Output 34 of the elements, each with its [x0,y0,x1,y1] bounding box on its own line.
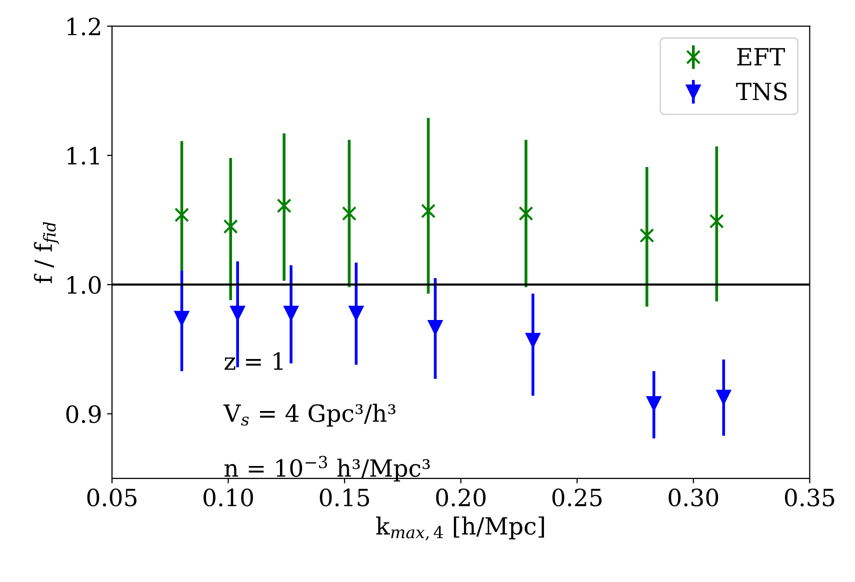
y-axis-title: f / f$_{fid}$ [34,222,59,284]
x-tick-label: 0.05 [87,488,136,506]
x-tick-label: 0.25 [552,488,602,506]
point [428,320,443,335]
x-axis-title: k$_{max,4}$ [h/Mpc] [376,516,544,540]
point [284,306,298,320]
legend-label: TNS [736,82,787,100]
point [348,306,364,320]
x-tick-label: 0.15 [320,488,370,506]
point [420,204,436,218]
y-tick-label: 1.1 [68,146,99,165]
annotation: V$_{s}$ = 4 Gpc³/h³ [223,404,396,427]
point [174,208,190,222]
x-tick-label: 0.20 [436,488,486,506]
point [640,228,654,243]
point [518,206,534,221]
annotation: n = 10$^{−3}$ h³/Mpc³ [224,456,430,482]
x-tick-label: 0.10 [204,488,254,506]
point [174,310,190,326]
point [716,390,731,404]
annotation: z = 1 [224,352,283,370]
y-tick-label: 1.2 [68,18,100,36]
x-tick-label: 0.35 [784,488,834,506]
y-tick-label: 0.9 [66,405,101,424]
point [230,306,245,320]
point [646,396,662,411]
x-tick-label: 0.30 [668,488,718,506]
y-tick-label: 1.0 [68,276,101,294]
point [276,198,292,214]
point [526,332,540,348]
legend-label: EFT [737,48,785,66]
point [223,219,238,234]
point [709,214,724,229]
point [342,206,357,221]
